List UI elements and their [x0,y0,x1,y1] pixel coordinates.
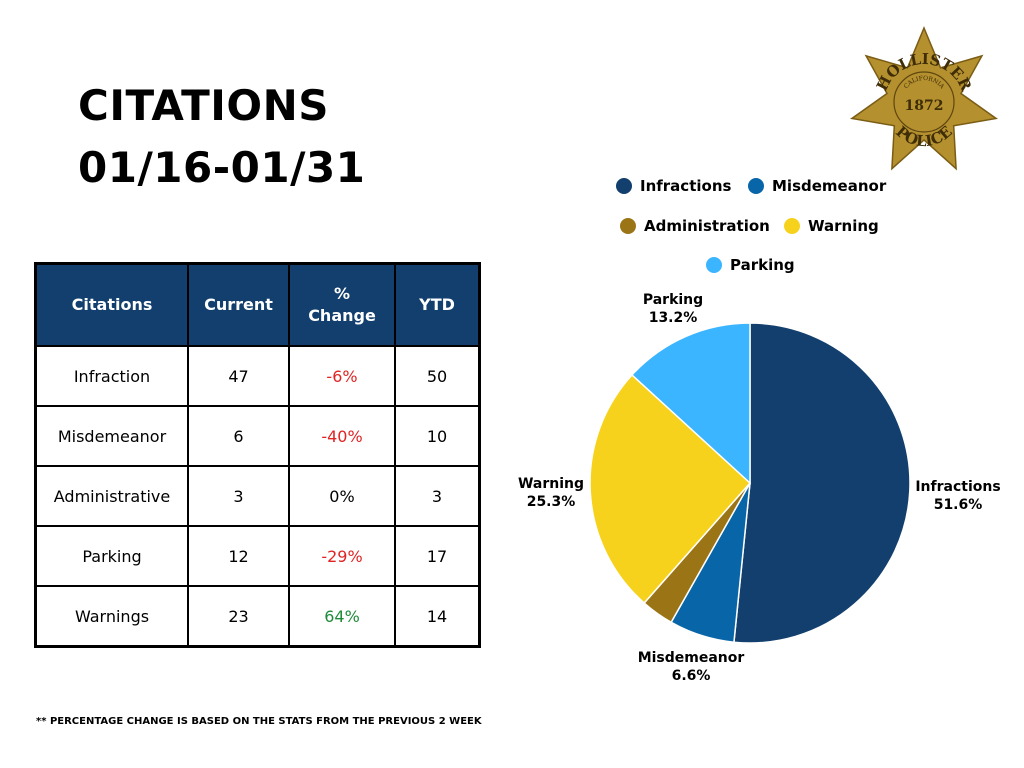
row-current-cell: 12 [187,525,290,587]
pie-slice-infractions [733,322,911,644]
table-row: Administrative 3 0% 3 [34,465,481,527]
row-current-cell: 23 [187,585,290,648]
row-change-cell: -6% [288,345,396,407]
row-change-cell: -40% [288,405,396,467]
legend-label: Parking [730,256,795,274]
row-change-cell: 0% [288,465,396,527]
header-change: % Change [288,262,396,347]
page-title: CITATIONS [78,81,329,130]
row-name-cell: Misdemeanor [34,405,189,467]
header-citations: Citations [34,262,189,347]
row-ytd-cell: 50 [394,345,481,407]
row-current-cell: 6 [187,405,290,467]
row-name-cell: Administrative [34,465,189,527]
row-ytd-cell: 3 [394,465,481,527]
badge-year-text: 1872 [905,98,944,114]
police-badge-logo: HOLLISTER CALIFORNIA 1872 POLICE [849,26,999,171]
badge-star-shape [849,26,999,171]
row-change-cell: 64% [288,585,396,648]
legend-dot-infractions [616,178,632,194]
row-current-cell: 3 [187,465,290,527]
row-name-cell: Warnings [34,585,189,648]
row-current-cell: 47 [187,345,290,407]
slice-label-infractions: Infractions 51.6% [915,479,1001,514]
footnote: ** PERCENTAGE CHANGE IS BASED ON THE STA… [36,716,482,727]
citations-table: Citations Current % Change YTD Infractio… [34,262,481,648]
legend-label: Administration [644,217,770,235]
slice-label-warning: Warning 25.3% [517,476,585,511]
legend-dot-parking [706,257,722,273]
header-current: Current [187,262,290,347]
slice-label-misdemeanor: Misdemeanor 6.6% [637,650,745,685]
legend-label: Warning [808,217,879,235]
table-row: Misdemeanor 6 -40% 10 [34,405,481,467]
legend-misdemeanor: Misdemeanor [748,177,886,195]
legend-parking: Parking [706,256,795,274]
table-row: Infraction 47 -6% 50 [34,345,481,407]
pie-slice-warning [589,373,752,605]
legend-dot-administration [620,218,636,234]
row-ytd-cell: 17 [394,525,481,587]
table-row: Warnings 23 64% 14 [34,585,481,648]
row-ytd-cell: 14 [394,585,481,648]
pie-slice-parking [630,322,751,485]
legend-warning: Warning [784,217,879,235]
slice-label-parking: Parking 13.2% [642,292,704,327]
legend-dot-misdemeanor [748,178,764,194]
table-header-row: Citations Current % Change YTD [34,262,481,347]
row-change-cell: -29% [288,525,396,587]
row-ytd-cell: 10 [394,405,481,467]
date-range-title: 01/16-01/31 [78,143,366,192]
legend-label: Infractions [640,177,732,195]
legend-label: Misdemeanor [772,177,887,195]
table-row: Parking 12 -29% 17 [34,525,481,587]
row-name-cell: Parking [34,525,189,587]
row-name-cell: Infraction [34,345,189,407]
legend-dot-warning [784,218,800,234]
legend-administration: Administration [620,217,770,235]
legend-infractions: Infractions [616,177,731,195]
header-ytd: YTD [394,262,481,347]
